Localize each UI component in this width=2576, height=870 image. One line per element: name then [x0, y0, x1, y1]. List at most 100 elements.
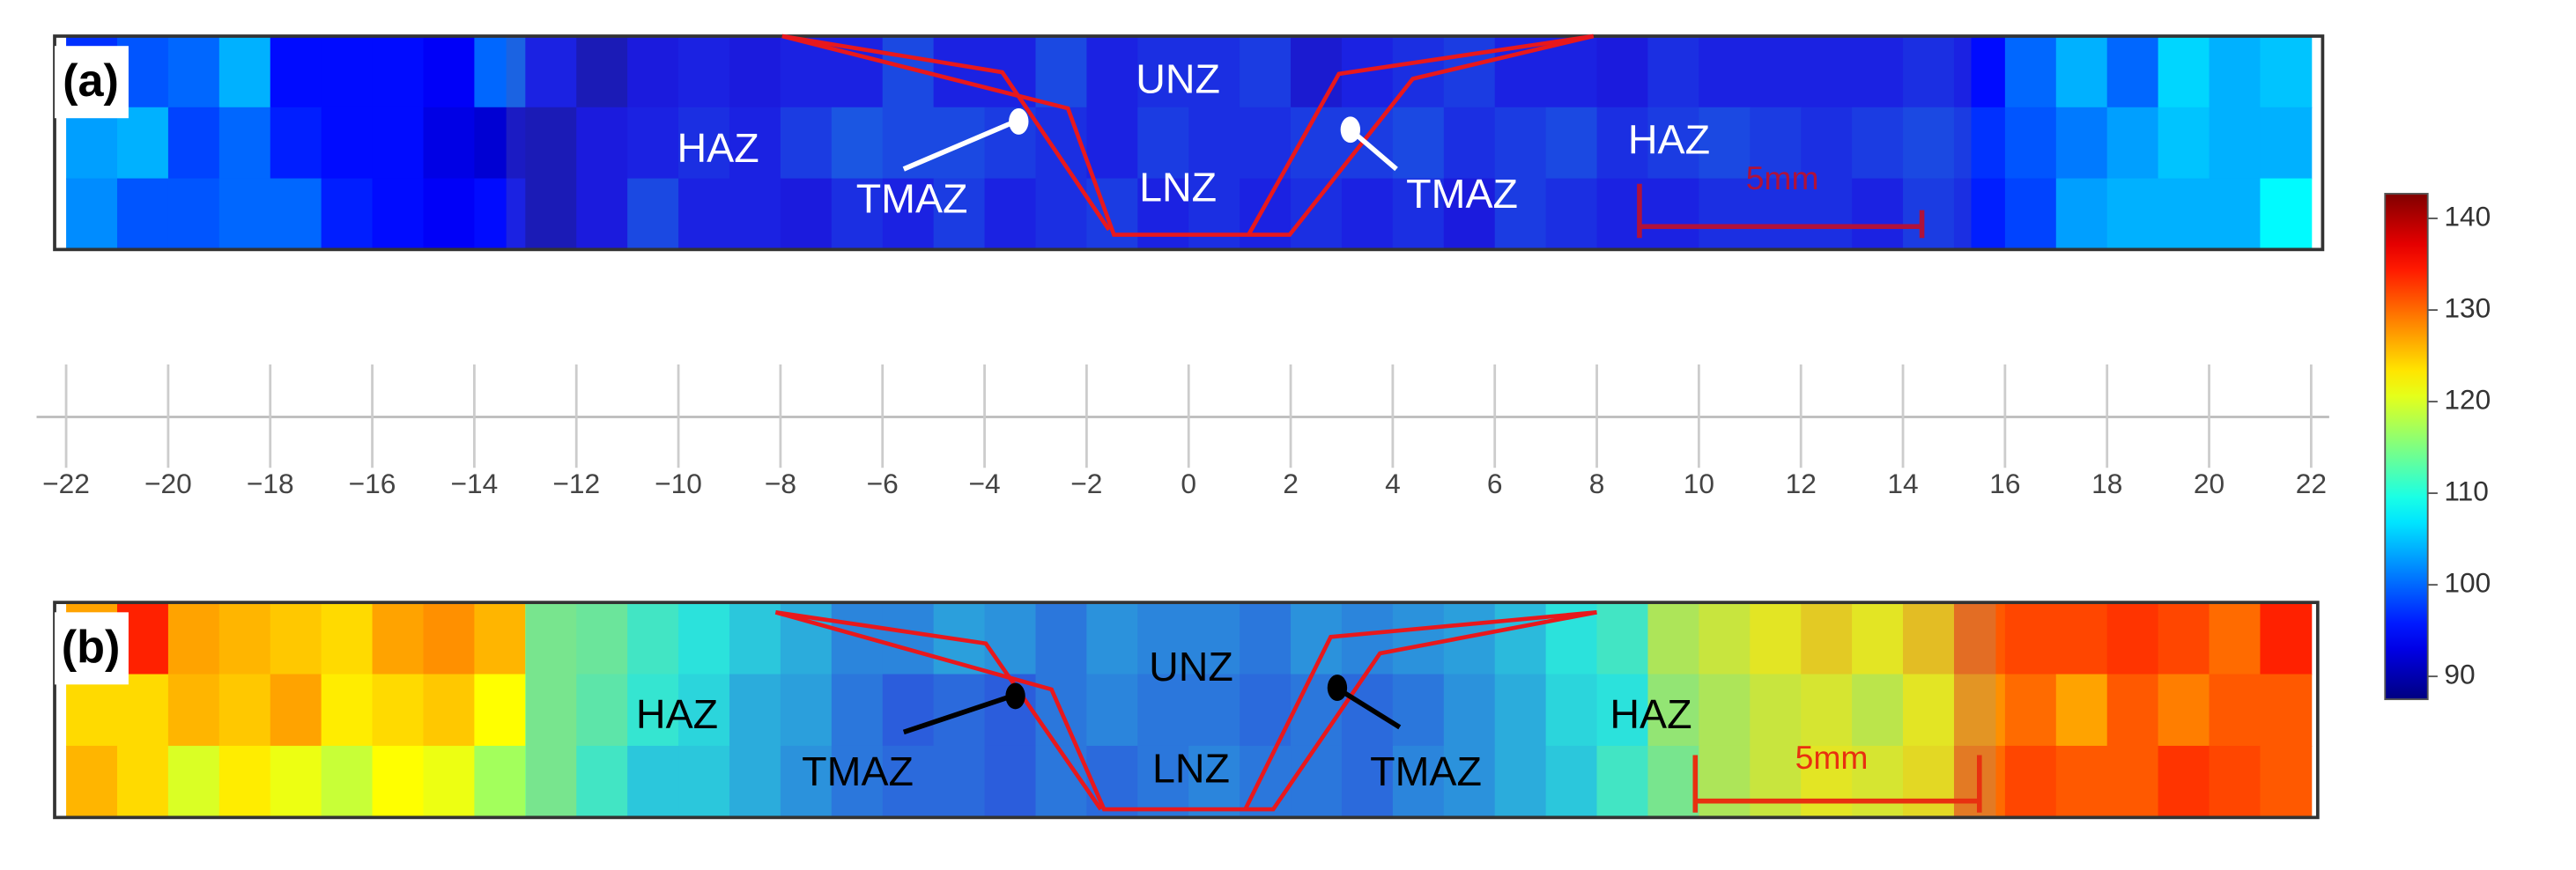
cell — [984, 602, 1037, 675]
x-tick-label: 14 — [1887, 468, 1918, 499]
cell — [780, 178, 833, 251]
cell — [1699, 745, 1751, 819]
cell — [1240, 107, 1292, 180]
cell — [2260, 674, 2313, 747]
cell — [1392, 674, 1445, 747]
cell — [1903, 674, 1955, 747]
cell — [2106, 107, 2159, 180]
cell — [270, 674, 322, 747]
cell — [423, 602, 476, 675]
x-tick-label: 4 — [1385, 468, 1401, 499]
cell — [1545, 107, 1598, 180]
cell — [627, 602, 679, 675]
cell — [1699, 674, 1751, 747]
x-tick-label: 18 — [2091, 468, 2122, 499]
cell — [2158, 178, 2210, 251]
cell — [66, 745, 118, 819]
cell — [270, 107, 322, 180]
cell — [1647, 107, 1700, 180]
cell — [627, 36, 679, 108]
x-tick-label: −10 — [655, 468, 702, 499]
x-tick-label: −2 — [1070, 468, 1102, 499]
cell — [678, 602, 730, 675]
cell — [2158, 107, 2210, 180]
cell — [2055, 178, 2108, 251]
cell — [1852, 674, 1904, 747]
cell — [678, 178, 730, 251]
cell — [1699, 107, 1751, 180]
cell — [1188, 36, 1241, 108]
cell — [1291, 745, 1343, 819]
cell — [1750, 36, 1802, 108]
cell — [1341, 674, 1394, 747]
cell — [1953, 674, 2006, 747]
cell — [474, 745, 527, 819]
micrograph-overlay — [506, 36, 1972, 250]
cell — [729, 178, 781, 251]
cell — [1903, 602, 1955, 675]
cell — [321, 107, 374, 180]
cell — [423, 745, 476, 819]
cell — [576, 178, 629, 251]
panel-label: (b) — [62, 622, 121, 673]
cell — [1086, 674, 1139, 747]
cell — [1801, 36, 1854, 108]
x-tick-label: −18 — [247, 468, 294, 499]
pointer-dot — [1009, 108, 1029, 135]
cell — [627, 745, 679, 819]
cell — [423, 107, 476, 180]
x-tick-label: −4 — [968, 468, 1000, 499]
boundary — [774, 610, 1597, 812]
cell — [218, 674, 271, 747]
x-tick-label: 0 — [1181, 468, 1196, 499]
cell — [1137, 674, 1190, 747]
cell — [1494, 602, 1547, 675]
cell — [831, 107, 884, 180]
cell — [167, 674, 220, 747]
cell — [1392, 602, 1445, 675]
annotations: HAZ TMAZ UNZ LNZ TMAZ HAZ 5mm — [636, 644, 1868, 794]
cell — [1647, 178, 1700, 251]
cell — [1086, 107, 1139, 180]
cell — [1545, 178, 1598, 251]
cell — [1953, 36, 2006, 108]
cell — [1852, 178, 1904, 251]
cell — [1801, 107, 1854, 180]
cell — [2106, 36, 2159, 108]
cell — [1341, 178, 1394, 251]
cell — [1647, 674, 1700, 747]
cell — [167, 178, 220, 251]
x-tick-label: −16 — [349, 468, 396, 499]
cell — [933, 178, 986, 251]
cell — [270, 602, 322, 675]
cell — [933, 745, 986, 819]
cell — [1494, 178, 1547, 251]
cell — [218, 107, 271, 180]
cell — [474, 674, 527, 747]
cell — [321, 178, 374, 251]
colorbar-label: 110 — [2444, 475, 2489, 506]
cell — [1086, 36, 1139, 108]
cell — [2106, 674, 2159, 747]
pointer — [902, 693, 1013, 735]
x-tick-label: −14 — [451, 468, 499, 499]
zone-boundaries — [774, 33, 1597, 812]
cell — [1188, 674, 1241, 747]
cell — [372, 107, 425, 180]
colorbar-label: 90 — [2444, 658, 2475, 689]
cell — [270, 178, 322, 251]
annotation: TMAZ — [1406, 171, 1518, 217]
x-tick-label: −22 — [42, 468, 90, 499]
boundary — [775, 610, 1103, 811]
cell — [933, 36, 986, 108]
cell — [525, 36, 578, 108]
cell — [1392, 107, 1445, 180]
cell — [525, 602, 578, 675]
cell — [576, 36, 629, 108]
cell — [474, 36, 527, 108]
cell — [984, 178, 1037, 251]
annotation: HAZ — [677, 125, 759, 171]
annotation: HAZ — [1628, 116, 1710, 162]
cell — [627, 674, 679, 747]
cell — [2106, 745, 2159, 819]
